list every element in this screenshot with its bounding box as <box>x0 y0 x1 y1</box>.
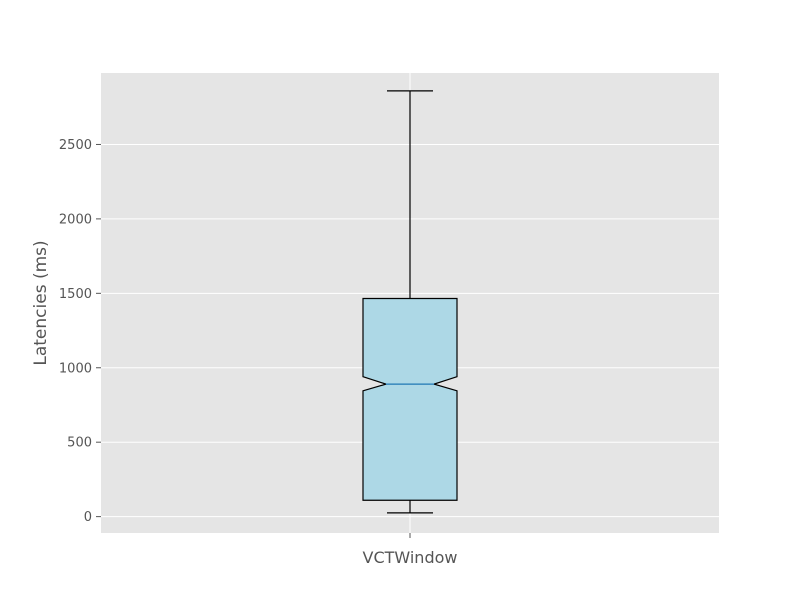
y-axis-title: Latencies (ms) <box>31 240 51 365</box>
y-tick-label: 500 <box>67 436 92 451</box>
y-tick-label: 2000 <box>59 212 92 227</box>
axes: 0 500 1000 1500 2000 2500 VCTWindow <box>59 138 458 567</box>
y-tick-label: 1000 <box>59 361 92 376</box>
box-body <box>362 297 458 501</box>
y-tick-label: 0 <box>84 510 92 525</box>
y-tick-label: 1500 <box>59 287 92 302</box>
x-category-label: VCTWindow <box>363 548 458 567</box>
boxes <box>362 90 458 514</box>
y-tick-label: 2500 <box>59 138 92 153</box>
